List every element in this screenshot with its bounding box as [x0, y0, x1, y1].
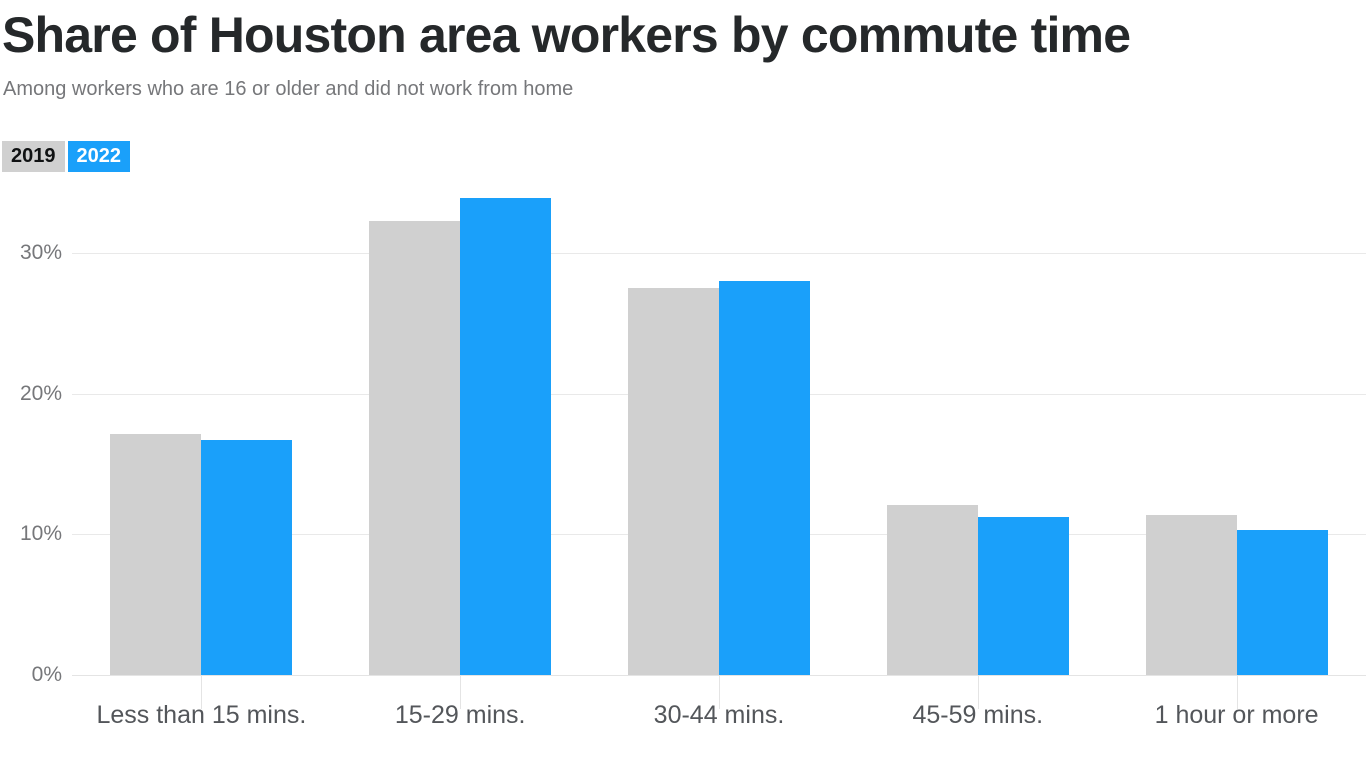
gridline-0%: [72, 675, 1366, 676]
y-axis-tick-label: 30%: [19, 240, 62, 264]
bar-2022-3[interactable]: [719, 281, 810, 675]
legend-item-label: 2022: [76, 145, 122, 167]
x-axis-tick: [460, 676, 461, 709]
x-axis-tick: [719, 676, 720, 709]
page-title: Share of Houston area workers by commute…: [2, 7, 1131, 63]
x-axis-label: 30-44 mins.: [653, 701, 785, 729]
legend-item-label: 2019: [11, 145, 56, 167]
bar-2022-5[interactable]: [1236, 530, 1328, 675]
x-axis-label: Less than 15 mins.: [96, 701, 307, 729]
bar-2019-1[interactable]: [110, 434, 202, 675]
chart-header: Share of Houston area workers by commute…: [0, 0, 1366, 101]
x-axis-tick: [201, 676, 202, 709]
x-axis-label: 45-59 mins.: [912, 701, 1044, 729]
x-axis-label: 15-29 mins.: [394, 701, 526, 729]
bar-2022-2[interactable]: [460, 198, 552, 675]
x-axis-label: 1 hour or more: [1154, 701, 1319, 729]
gridline-30%: [72, 252, 1366, 254]
bar-2019-4[interactable]: [886, 504, 978, 675]
bar-2019-2[interactable]: [369, 220, 461, 675]
bar-2022-1[interactable]: [201, 440, 293, 675]
y-axis-tick-label: 20%: [19, 381, 62, 405]
chart-subtitle: Among workers who are 16 or older and di…: [3, 78, 574, 100]
legend-item-2019[interactable]: 2019: [2, 141, 65, 172]
chart-legend: 2019 2022: [2, 141, 130, 172]
x-axis-tick: [1237, 676, 1238, 709]
bar-2019-3[interactable]: [628, 288, 719, 675]
x-axis-tick: [978, 676, 979, 709]
legend-item-2022[interactable]: 2022: [67, 141, 130, 172]
bar-2022-4[interactable]: [977, 517, 1069, 675]
y-axis-tick-label: 0%: [31, 663, 62, 686]
bar-2019-5[interactable]: [1145, 514, 1237, 675]
y-axis-tick-label: 10%: [19, 522, 62, 546]
